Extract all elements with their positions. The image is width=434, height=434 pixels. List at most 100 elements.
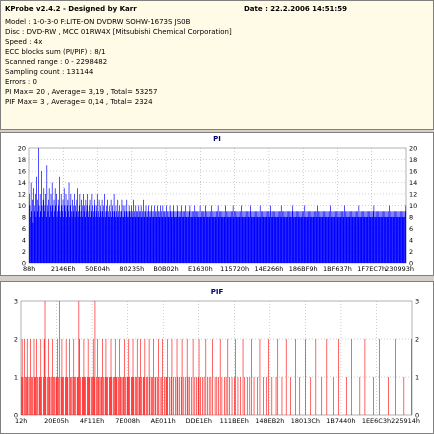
data-bar <box>259 217 260 263</box>
data-bar <box>66 217 67 263</box>
data-bar <box>161 377 163 415</box>
data-bar <box>281 377 283 415</box>
data-bar <box>179 211 181 263</box>
data-bar <box>143 199 144 263</box>
data-bar <box>84 377 86 415</box>
data-bar <box>206 217 208 263</box>
data-bar <box>42 217 43 263</box>
data-bar <box>147 377 148 415</box>
data-bar <box>41 205 43 263</box>
data-bar <box>170 211 171 263</box>
data-bar <box>357 211 358 263</box>
y-tick-label-left: 8 <box>22 213 26 221</box>
data-bar <box>189 205 191 263</box>
x-tick-label: 111BEEh <box>220 417 249 425</box>
data-bar <box>67 377 69 415</box>
data-bar <box>256 217 258 263</box>
data-bar <box>21 339 23 415</box>
data-bar <box>149 211 151 263</box>
data-bar <box>58 377 59 415</box>
data-bar <box>205 339 207 415</box>
x-tick-label: 12h <box>15 417 27 425</box>
data-bar <box>187 211 189 263</box>
data-bar <box>51 182 53 263</box>
data-bar <box>128 205 130 263</box>
data-bar <box>214 377 216 415</box>
data-bar <box>321 217 322 263</box>
data-bar <box>368 211 369 263</box>
data-bar <box>213 211 215 263</box>
data-bar <box>284 211 286 263</box>
data-bar <box>160 217 162 263</box>
data-bar <box>327 211 329 263</box>
data-bar <box>290 211 292 263</box>
data-bar <box>294 211 296 263</box>
data-bar <box>301 217 303 263</box>
data-bar <box>262 217 264 263</box>
data-bar <box>30 217 31 263</box>
data-bar <box>103 217 105 263</box>
data-bar <box>133 199 134 263</box>
data-bar <box>326 339 328 415</box>
data-bar <box>163 211 164 263</box>
data-bar <box>387 211 389 263</box>
y-tick-label-left: 16 <box>18 167 26 175</box>
data-bar <box>185 217 187 263</box>
data-bar <box>392 211 394 263</box>
data-bar <box>380 211 382 263</box>
data-bar <box>242 211 244 263</box>
data-bar <box>234 377 235 415</box>
data-bar <box>108 205 110 263</box>
data-bar <box>401 211 402 263</box>
data-bar <box>159 211 161 263</box>
data-bar <box>381 211 383 263</box>
data-bar <box>354 217 355 263</box>
data-bar <box>202 377 203 415</box>
data-bar <box>341 217 343 263</box>
pi-chart: 0 0 2 2 4 4 6 6 8 8 10 10 12 12 14 14 16 16 18 18 20 20 88h 214… <box>18 144 418 273</box>
data-bar <box>162 205 164 263</box>
data-bar <box>95 217 96 263</box>
data-bar <box>21 377 22 415</box>
data-bar <box>342 217 344 263</box>
data-bar <box>195 217 197 263</box>
data-bar <box>345 377 347 415</box>
data-bar <box>155 211 156 263</box>
data-bar <box>393 217 395 263</box>
data-bar <box>326 211 328 263</box>
data-bar <box>239 217 241 263</box>
data-bar <box>109 377 110 415</box>
x-tick-label: 2146Eh <box>51 265 76 273</box>
data-bar <box>95 211 97 263</box>
data-bar <box>84 217 86 263</box>
data-bar <box>184 211 185 263</box>
data-bar <box>135 377 136 415</box>
data-bar <box>275 377 277 415</box>
data-bar <box>117 211 119 263</box>
data-bar <box>89 205 90 263</box>
data-bar <box>372 217 374 263</box>
data-bar <box>138 205 140 263</box>
data-bar <box>321 211 323 263</box>
data-bar <box>395 339 396 415</box>
data-bar <box>101 199 103 263</box>
data-bar <box>118 377 119 415</box>
y-tick-label-left: 14 <box>18 179 26 187</box>
data-bar <box>57 211 58 263</box>
y-tick-label-left: 10 <box>18 202 26 210</box>
data-bar <box>338 211 340 263</box>
data-bar <box>350 217 352 263</box>
data-bar <box>274 217 276 263</box>
data-bar <box>34 205 36 263</box>
data-bar <box>363 217 365 263</box>
data-bar <box>197 211 199 263</box>
data-bar <box>170 377 172 415</box>
x-tick-label: 20E05h <box>44 417 69 425</box>
data-bar <box>265 211 267 263</box>
data-bar <box>246 211 247 263</box>
data-bar <box>49 217 51 263</box>
data-bar <box>34 377 36 415</box>
data-bar <box>126 199 128 263</box>
data-bar <box>184 217 186 263</box>
data-bar <box>48 377 50 415</box>
